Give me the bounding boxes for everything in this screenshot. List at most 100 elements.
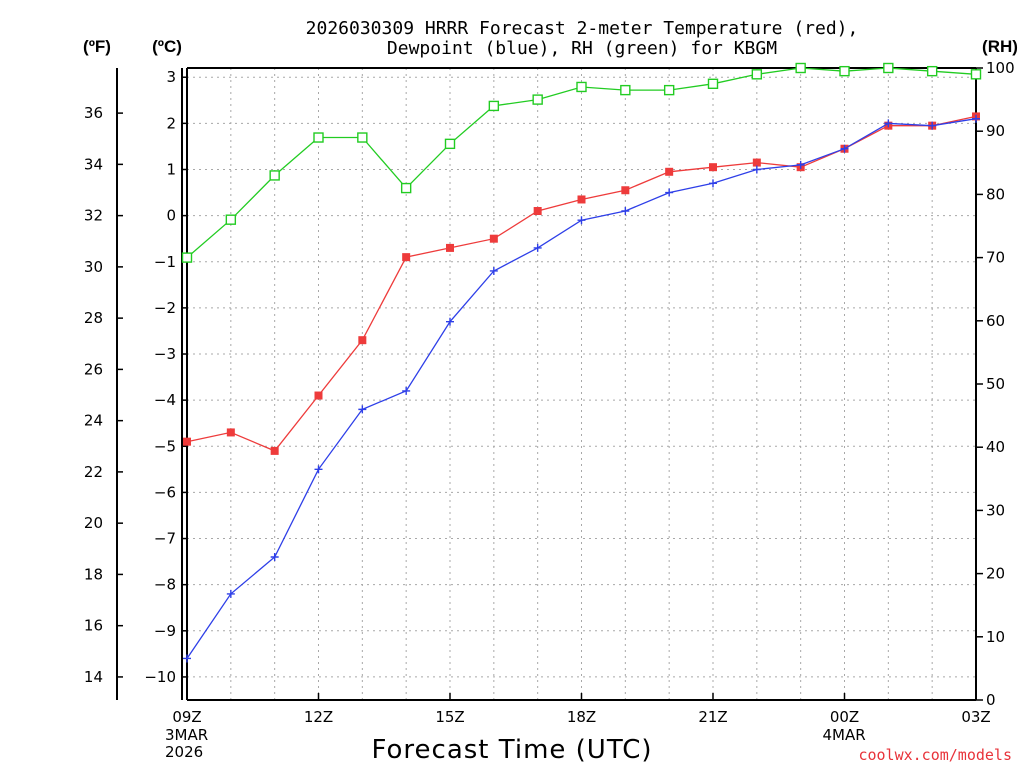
temperature-data-point <box>270 446 279 455</box>
rh-tick-label: 10 <box>986 628 1005 646</box>
dewpoint-data-point <box>752 165 761 174</box>
dewpoint-data-point <box>489 266 498 275</box>
temperature-data-point <box>752 158 761 167</box>
celsius-tick-label: −3 <box>154 345 176 363</box>
dewpoint-data-point <box>840 144 849 153</box>
rh-data-point <box>400 182 412 194</box>
rh-data-point <box>313 132 324 143</box>
rh-data-point <box>357 132 368 143</box>
dewpoint-data-point <box>577 216 586 225</box>
dewpoint-data-point <box>446 317 454 326</box>
rh-data-point <box>707 78 719 90</box>
rh-series-line <box>186 67 977 259</box>
temperature-data-point <box>183 437 191 446</box>
celsius-tick-label: 0 <box>166 207 176 225</box>
rh-tick-label: 20 <box>986 565 1005 583</box>
x-tick-label: 00Z <box>830 708 859 726</box>
dewpoint-data-point <box>183 654 191 663</box>
data-series <box>181 62 982 663</box>
celsius-tick-label: −10 <box>144 668 176 686</box>
fahrenheit-tick-label: 20 <box>84 514 103 532</box>
temperature-data-point <box>314 391 323 400</box>
rh-data-point <box>839 65 850 77</box>
rh-tick-label: 40 <box>986 438 1005 456</box>
rh-tick-label: 100 <box>986 59 1015 77</box>
celsius-tick-label: 1 <box>166 160 176 178</box>
grid-lines <box>187 68 976 700</box>
dewpoint-data-point <box>533 243 542 252</box>
rh-data-point <box>181 252 193 263</box>
rh-tick-label: 0 <box>986 691 996 709</box>
dewpoint-data-point <box>709 179 717 188</box>
celsius-tick-label: −7 <box>154 530 176 548</box>
fahrenheit-tick-label: 24 <box>84 412 103 430</box>
fahrenheit-tick-label: 34 <box>84 155 103 173</box>
celsius-tick-label: −9 <box>154 622 176 640</box>
x-tick-label: 03Z <box>961 708 990 726</box>
celsius-tick-label: −5 <box>154 437 176 455</box>
fahrenheit-tick-label: 22 <box>84 463 103 481</box>
dewpoint-data-point <box>358 405 367 414</box>
axes <box>116 67 977 701</box>
celsius-tick-label: −1 <box>154 253 176 271</box>
x-tick-label: 21Z <box>698 708 727 726</box>
fahrenheit-tick-label: 18 <box>84 565 103 583</box>
rh-data-point <box>926 65 938 77</box>
temperature-data-point <box>533 207 542 216</box>
dewpoint-data-point <box>665 188 674 197</box>
x-tick-label: 12Z <box>304 708 333 726</box>
dewpoint-data-point <box>884 119 893 128</box>
rh-data-point <box>532 94 543 105</box>
celsius-tick-label: −4 <box>154 391 176 409</box>
rh-unit-label: (RH) <box>982 37 1018 56</box>
dewpoint-data-point <box>928 121 937 130</box>
x-axis-label: Forecast Time (UTC) <box>371 735 652 765</box>
temperature-data-point <box>446 243 454 252</box>
rh-data-point <box>970 69 982 80</box>
temperature-data-point <box>577 195 586 204</box>
temperature-data-point <box>226 428 235 437</box>
x-tick-label: 18Z <box>567 708 596 726</box>
tick-labels: 3210−1−2−3−4−5−6−7−8−9−10363432302826242… <box>84 59 1015 761</box>
rh-tick-label: 50 <box>986 375 1005 393</box>
dewpoint-data-point <box>402 386 411 395</box>
celsius-tick-label: −2 <box>154 299 176 317</box>
rh-data-point <box>620 84 631 96</box>
fahrenheit-tick-label: 26 <box>84 360 103 378</box>
fahrenheit-tick-label: 30 <box>84 258 103 276</box>
fahrenheit-unit-label: (ºF) <box>83 37 111 56</box>
dewpoint-data-point <box>972 114 980 123</box>
rh-data-point <box>225 214 237 225</box>
fahrenheit-tick-label: 16 <box>84 617 103 635</box>
x-tick-label: 09Z <box>172 708 201 726</box>
chart-title-line2: Dewpoint (blue), RH (green) for KBGM <box>387 38 777 59</box>
rh-data-point <box>269 170 280 181</box>
dewpoint-data-point <box>270 552 279 561</box>
temperature-data-point <box>709 163 717 172</box>
temperature-data-point <box>358 336 367 345</box>
temperature-data-point <box>665 167 674 176</box>
rh-tick-label: 30 <box>986 501 1005 519</box>
rh-tick-label: 80 <box>986 185 1005 203</box>
rh-data-point <box>663 84 675 96</box>
fahrenheit-tick-label: 28 <box>84 309 103 327</box>
x-tick-label: 15Z <box>435 708 464 726</box>
celsius-tick-label: −8 <box>154 576 176 594</box>
dewpoint-data-point <box>796 160 805 169</box>
fahrenheit-tick-label: 14 <box>84 668 103 686</box>
dewpoint-data-point <box>226 589 235 598</box>
dewpoint-data-point <box>621 207 630 216</box>
dewpoint-data-point <box>314 465 323 474</box>
rh-data-point <box>795 62 806 74</box>
x-tick-year-label: 2026 <box>165 743 203 761</box>
rh-data-point <box>883 62 894 74</box>
rh-tick-label: 70 <box>986 249 1005 267</box>
celsius-unit-label: (ºC) <box>152 37 182 56</box>
celsius-tick-label: 3 <box>166 68 176 86</box>
chart-title-line1: 2026030309 HRRR Forecast 2-meter Tempera… <box>306 18 859 39</box>
rh-data-point <box>751 69 763 80</box>
fahrenheit-tick-label: 32 <box>84 207 103 225</box>
temperature-data-point <box>621 186 630 195</box>
temperature-data-point <box>489 234 498 243</box>
